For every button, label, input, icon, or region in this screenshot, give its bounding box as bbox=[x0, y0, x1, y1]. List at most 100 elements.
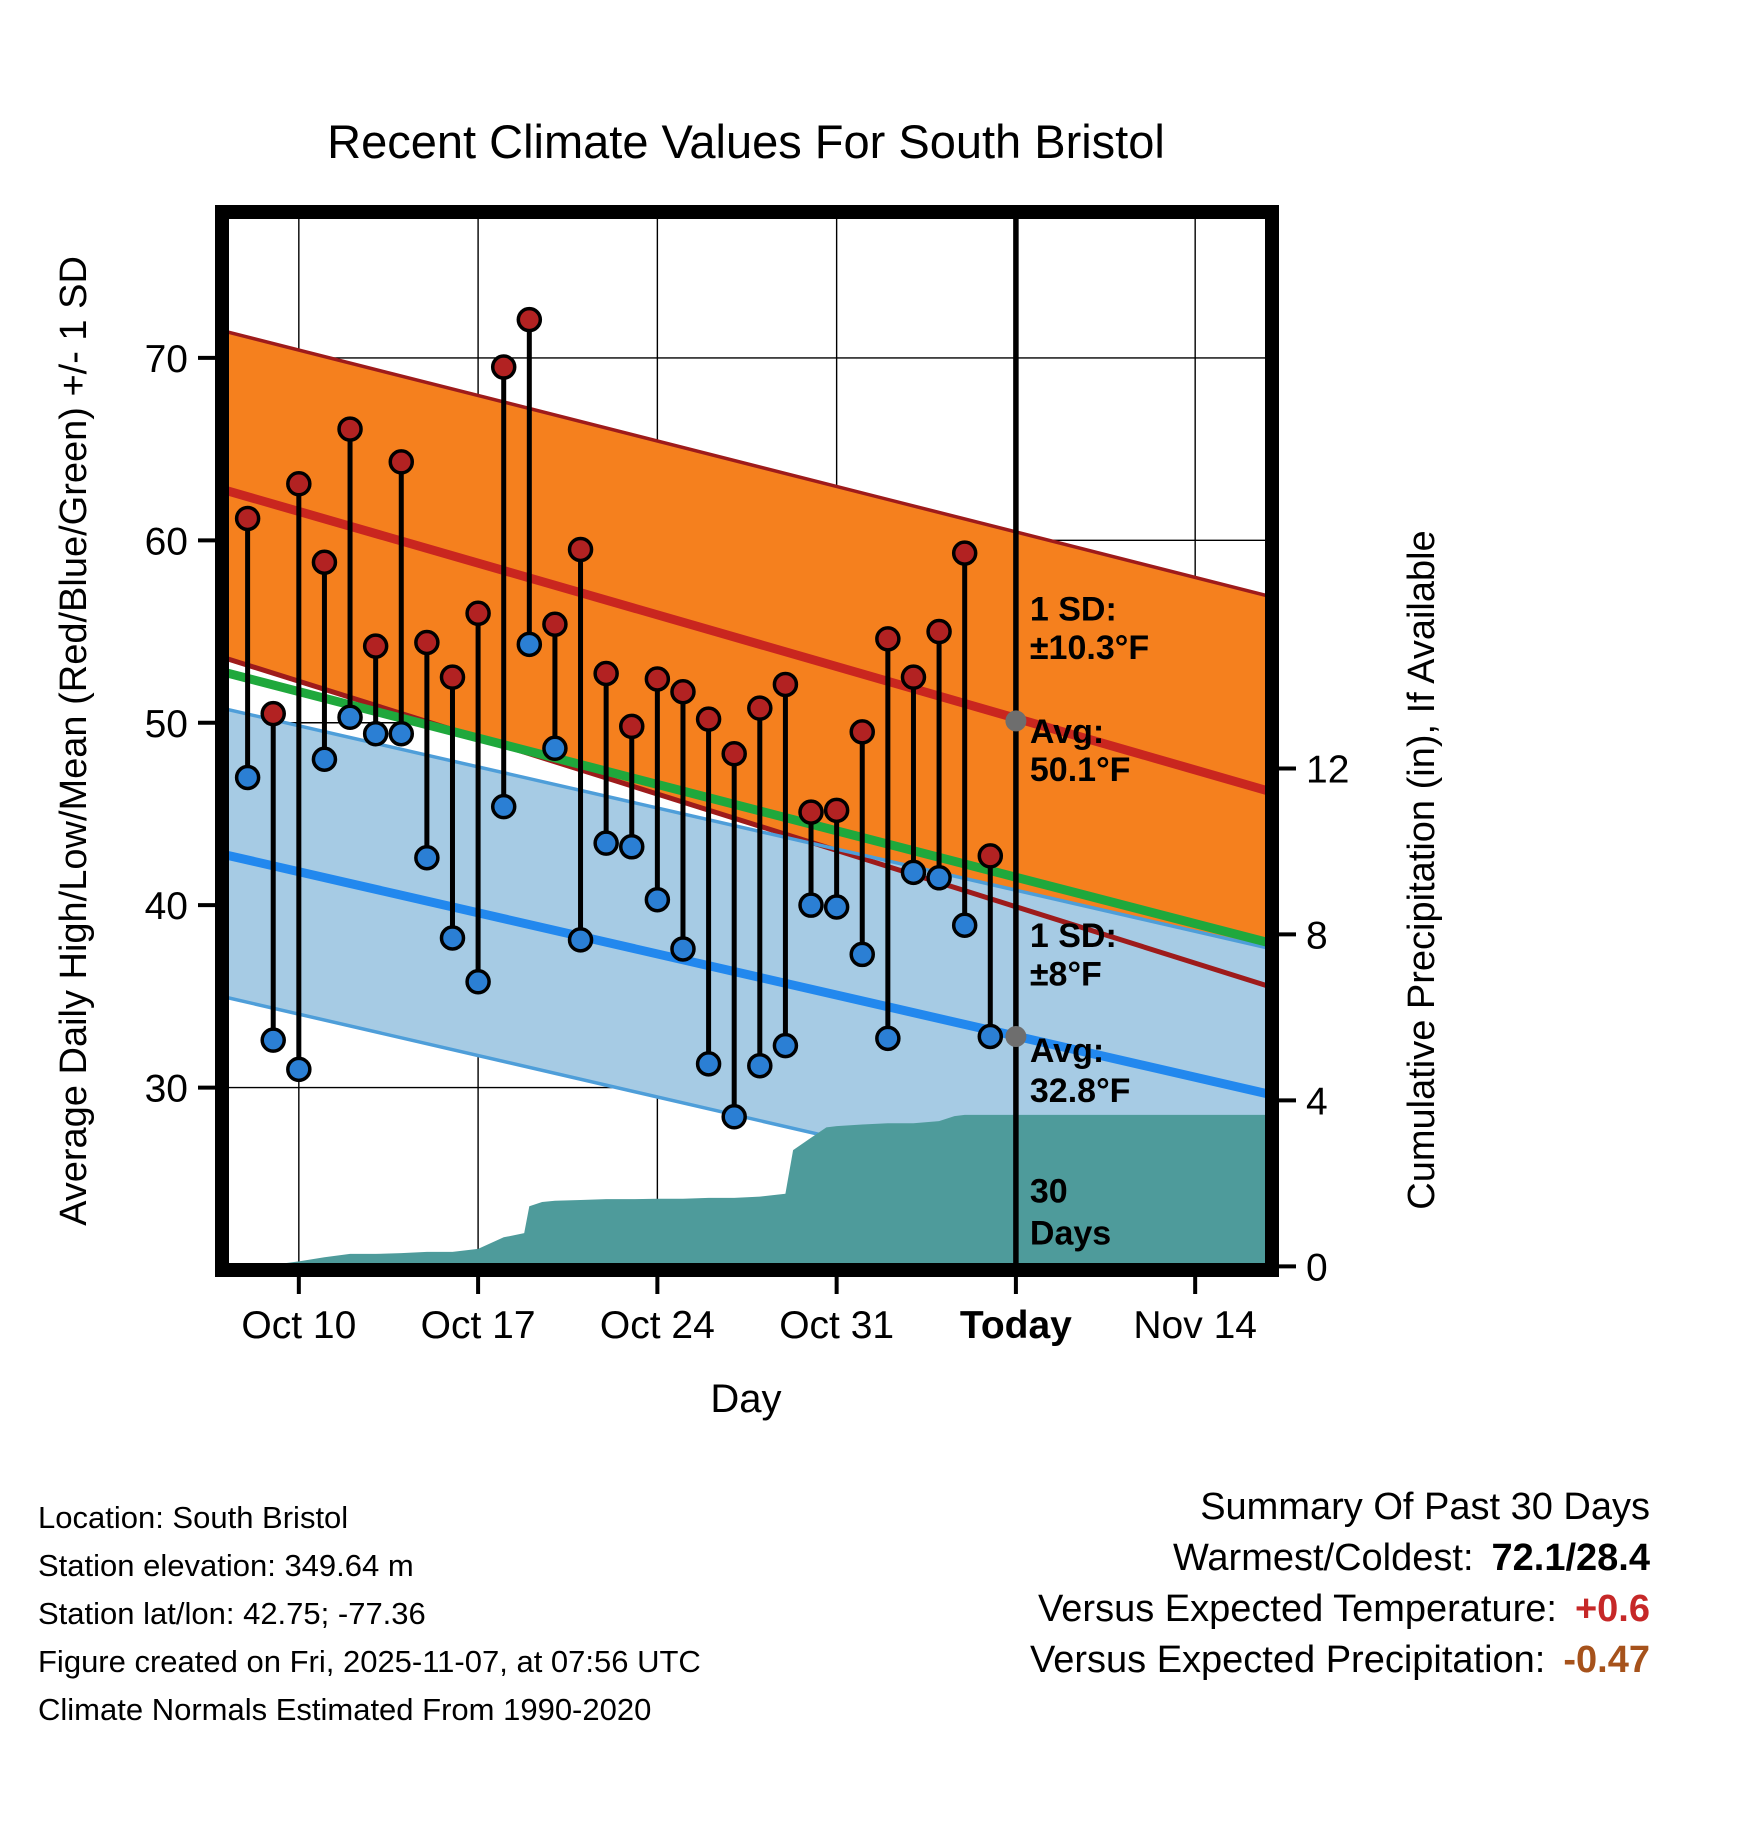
daily-high-dot bbox=[772, 671, 799, 698]
chart-annotation: 30 bbox=[1030, 1173, 1068, 1211]
daily-low-dot bbox=[747, 1052, 773, 1079]
daily-high-dot bbox=[439, 664, 466, 690]
daily-high-dot bbox=[465, 600, 491, 627]
climate-normals-line: Climate Normals Estimated From 1990-2020 bbox=[38, 1692, 652, 1727]
summary-label-warmest-coldest: Warmest/Coldest: bbox=[1172, 1537, 1474, 1579]
y-right-tick-label: 4 bbox=[1306, 1080, 1328, 1123]
average-marker-dot bbox=[1005, 710, 1027, 732]
daily-low-dot bbox=[670, 936, 696, 962]
chart-annotation: Days bbox=[1030, 1214, 1111, 1252]
cumulative-precipitation-area bbox=[247, 1114, 1273, 1267]
daily-high-dot bbox=[593, 660, 619, 687]
daily-high-dot bbox=[337, 416, 363, 442]
summary-label-vs-temperature: Versus Expected Temperature: bbox=[1038, 1588, 1557, 1630]
y-left-tick-label: 60 bbox=[145, 520, 188, 563]
daily-high-dot bbox=[567, 536, 594, 563]
x-axis-label: Day bbox=[710, 1377, 781, 1421]
x-tick-label: Oct 31 bbox=[779, 1304, 894, 1347]
climate-chart: Recent Climate Values For South Bristol … bbox=[53, 115, 1443, 1421]
summary-panel: Summary Of Past 30 Days Warmest/Coldest:… bbox=[1030, 1484, 1650, 1683]
high-average-line bbox=[220, 484, 1274, 797]
chart-annotation: 1 SD: bbox=[1030, 917, 1117, 955]
summary-label-vs-precipitation: Versus Expected Precipitation: bbox=[1029, 1639, 1546, 1681]
y-left-tick-label: 40 bbox=[145, 885, 188, 928]
daily-low-dot bbox=[414, 844, 440, 871]
daily-low-dot bbox=[439, 925, 466, 951]
daily-high-dot bbox=[234, 505, 261, 532]
y-right-tick-label: 12 bbox=[1306, 748, 1349, 791]
x-tick-label: Oct 17 bbox=[421, 1304, 536, 1347]
chart-annotation: ±10.3°F bbox=[1030, 629, 1149, 667]
daily-high-dot bbox=[362, 633, 389, 659]
daily-high-dot bbox=[721, 741, 747, 767]
daily-low-dot bbox=[465, 969, 491, 995]
station-info: Location: South Bristol Station elevatio… bbox=[38, 1494, 701, 1734]
daily-low-dot bbox=[490, 793, 517, 820]
daily-low-dot bbox=[362, 720, 389, 747]
daily-low-dot bbox=[926, 865, 952, 891]
daily-high-dot bbox=[644, 666, 671, 692]
station-latlon: Station lat/lon: 42.75; -77.36 bbox=[38, 1596, 426, 1631]
chart-annotation: 32.8°F bbox=[1030, 1072, 1131, 1110]
average-marker-dot bbox=[1005, 1026, 1027, 1048]
daily-high-dot bbox=[260, 700, 286, 727]
high-plus-sd-line bbox=[221, 328, 1273, 599]
y-right-tick-label: 0 bbox=[1306, 1246, 1328, 1289]
daily-high-dot bbox=[619, 713, 645, 740]
daily-high-dot bbox=[670, 678, 696, 705]
daily-low-dot bbox=[593, 830, 619, 856]
daily-low-dot bbox=[619, 834, 645, 860]
mean-line bbox=[220, 667, 1274, 948]
daily-high-dot bbox=[900, 664, 927, 690]
low-plus-sd-line bbox=[221, 706, 1273, 951]
daily-high-dot bbox=[747, 695, 773, 721]
daily-low-dot bbox=[695, 1051, 722, 1077]
daily-low-dot bbox=[260, 1027, 286, 1053]
daily-high-dot bbox=[977, 843, 1004, 869]
daily-low-dot bbox=[900, 859, 927, 886]
x-tick-label: Today bbox=[960, 1304, 1072, 1347]
chart-title: Recent Climate Values For South Bristol bbox=[327, 115, 1165, 168]
daily-low-dot bbox=[286, 1056, 312, 1083]
x-tick-label: Oct 24 bbox=[600, 1304, 715, 1347]
daily-low-dot bbox=[542, 735, 568, 762]
daily-high-dot bbox=[542, 611, 568, 638]
summary-row-warmest-coldest: Warmest/Coldest: 72.1/28.4 bbox=[1173, 1535, 1650, 1581]
chart-annotation: ±8°F bbox=[1030, 955, 1102, 993]
summary-value-1: +0.6 bbox=[1574, 1588, 1650, 1630]
daily-high-dot bbox=[695, 706, 722, 732]
daily-low-dot bbox=[234, 764, 261, 791]
high-minus-sd-line bbox=[221, 654, 1273, 990]
station-location: Location: South Bristol bbox=[38, 1500, 349, 1535]
y-axis-left-label: Average Daily High/Low/Mean (Red/Blue/Gr… bbox=[53, 256, 95, 1226]
daily-low-dot bbox=[951, 912, 978, 938]
y-left-tick-label: 50 bbox=[145, 703, 188, 746]
daily-low-dot bbox=[849, 941, 875, 968]
daily-low-dot bbox=[721, 1104, 747, 1130]
daily-high-dot bbox=[490, 354, 517, 380]
chart-annotation: Avg: bbox=[1030, 1032, 1104, 1070]
daily-low-dot bbox=[875, 1025, 901, 1052]
summary-value-2: -0.47 bbox=[1563, 1639, 1650, 1681]
daily-low-dot bbox=[311, 746, 338, 772]
daily-high-dot bbox=[875, 626, 901, 652]
daily-high-dot bbox=[823, 797, 850, 824]
y-left-tick-label: 70 bbox=[145, 338, 188, 381]
plot-border bbox=[215, 205, 1279, 1277]
chart-annotation: 50.1°F bbox=[1030, 751, 1131, 789]
daily-low-dot bbox=[772, 1032, 799, 1059]
summary-title: Summary Of Past 30 Days bbox=[1200, 1486, 1650, 1528]
x-tick-label: Oct 10 bbox=[241, 1304, 356, 1347]
daily-low-dot bbox=[388, 720, 415, 747]
figure-created-line: Figure created on Fri, 2025-11-07, at 07… bbox=[38, 1644, 701, 1679]
daily-high-dot bbox=[951, 540, 978, 566]
summary-row-vs-expected-temperature: Versus Expected Temperature: +0.6 bbox=[1038, 1586, 1650, 1632]
daily-high-dot bbox=[849, 719, 875, 745]
daily-high-dot bbox=[311, 549, 338, 575]
high-normal-band bbox=[222, 330, 1272, 988]
daily-low-dot bbox=[337, 704, 363, 731]
daily-high-dot bbox=[414, 629, 440, 656]
daily-low-dot bbox=[644, 886, 671, 913]
